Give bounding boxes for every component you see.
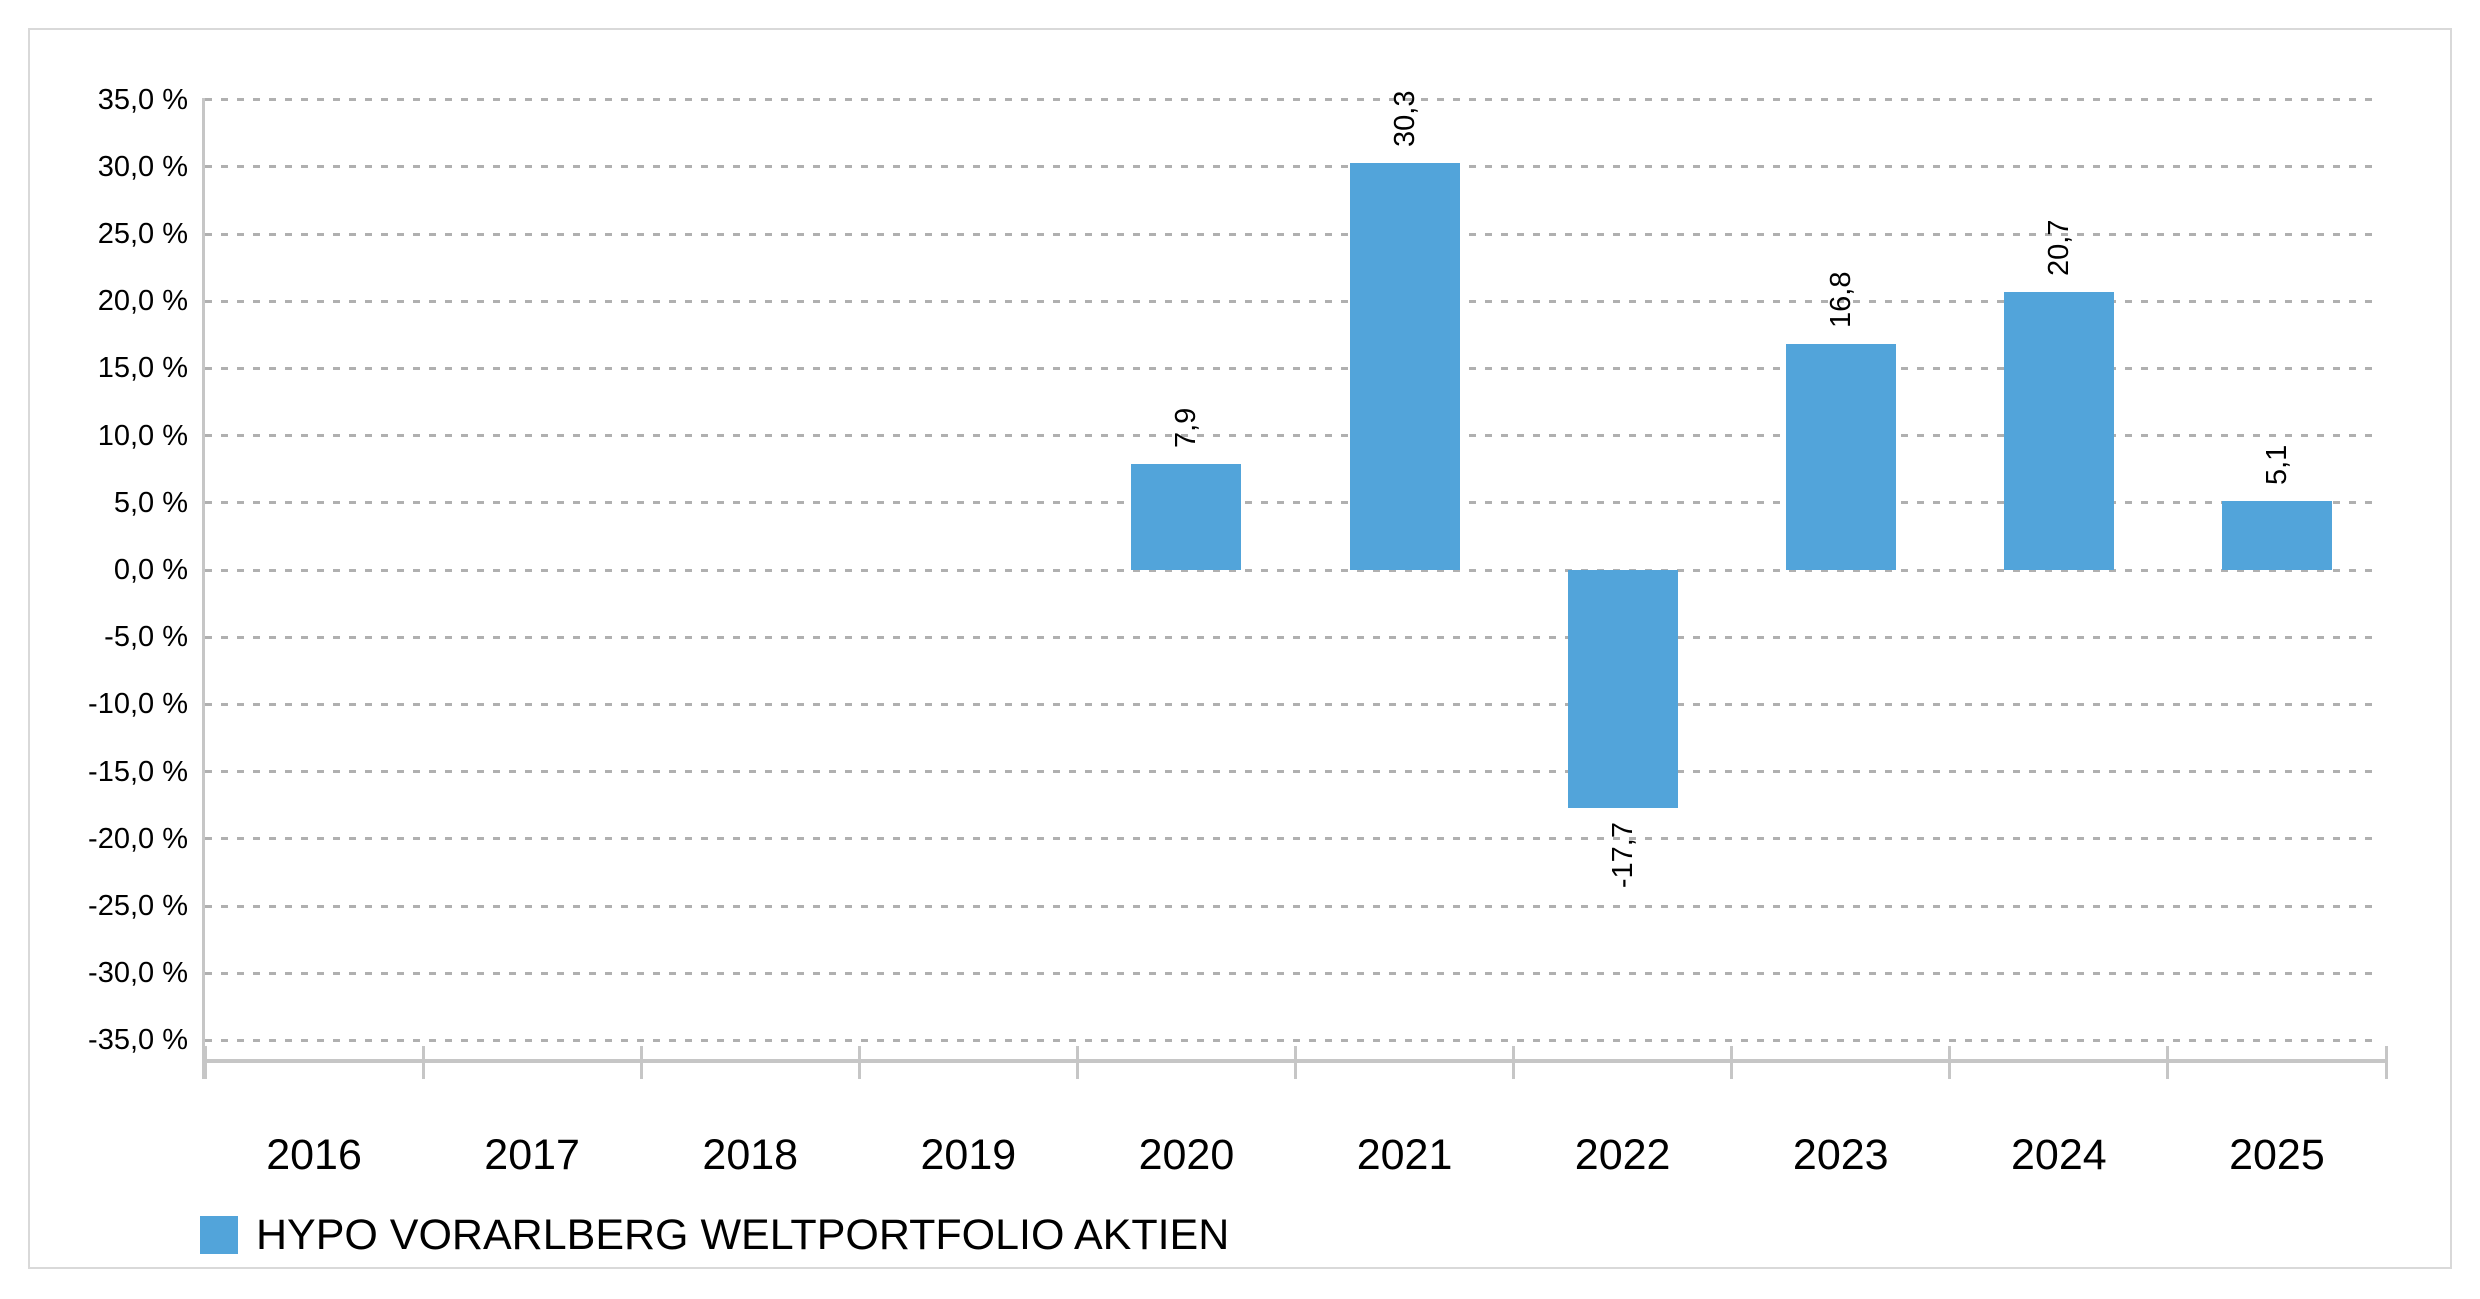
gridline-y-5 <box>205 501 2380 505</box>
x-axis-tick-6 <box>1512 1046 1516 1079</box>
gridline-y--35 <box>205 1038 2380 1042</box>
x-axis-tick-10 <box>2384 1046 2388 1079</box>
gridline-y-0 <box>205 568 2380 572</box>
x-axis-label-2025: 2025 <box>2229 1131 2325 1179</box>
y-axis-tick-label-25: 25,0 % <box>97 218 188 250</box>
y-axis-tick-label--30: -30,0 % <box>88 957 188 990</box>
bar-value-label-2020: 7,9 <box>1170 407 1203 448</box>
gridline-y-10 <box>205 434 2380 438</box>
x-axis-tick-0 <box>203 1046 207 1079</box>
gridline-y-20 <box>205 299 2380 303</box>
bar-value-label-2023: 16,8 <box>1824 271 1857 329</box>
bar-2025 <box>2221 501 2332 570</box>
x-axis-label-2019: 2019 <box>920 1131 1017 1179</box>
x-axis-tick-2 <box>639 1046 643 1079</box>
bar-value-label-2024: 20,7 <box>2042 219 2075 276</box>
x-axis-tick-7 <box>1730 1046 1734 1079</box>
y-axis-tick-label-15: 15,0 % <box>97 352 188 385</box>
gridline-y-30 <box>205 165 2380 169</box>
x-axis-label-2016: 2016 <box>266 1131 362 1179</box>
gridline-y-15 <box>205 366 2380 370</box>
y-axis-tick-label-5: 5,0 % <box>113 486 188 519</box>
gridline-y-25 <box>205 232 2380 236</box>
gridline-y-35 <box>205 98 2380 102</box>
x-axis-label-2021: 2021 <box>1356 1131 1453 1179</box>
y-axis-line <box>202 98 205 1079</box>
legend: HYPO VORARLBERG WELTPORTFOLIO AKTIEN <box>200 1213 1229 1257</box>
y-axis-tick-label-10: 10,0 % <box>97 419 188 452</box>
x-axis-label-2018: 2018 <box>702 1131 799 1179</box>
x-axis-label-2017: 2017 <box>484 1131 580 1179</box>
bar-2023 <box>1785 344 1896 570</box>
x-axis-label-2020: 2020 <box>1138 1131 1235 1179</box>
y-axis-tick-label--35: -35,0 % <box>88 1024 188 1057</box>
bar-value-label-2025: 5,1 <box>2260 445 2293 486</box>
bar-value-label-2022: -17,7 <box>1606 821 1639 888</box>
y-axis-tick-label--15: -15,0 % <box>88 755 188 788</box>
x-axis-label-2022: 2022 <box>1574 1131 1671 1179</box>
bar-2021 <box>1349 162 1460 570</box>
chart-border <box>28 28 2452 1269</box>
y-axis-tick-label-30: 30,0 % <box>97 150 188 183</box>
bar-value-label-2021: 30,3 <box>1388 90 1421 147</box>
legend-label: HYPO VORARLBERG WELTPORTFOLIO AKTIEN <box>256 1211 1230 1259</box>
y-axis-tick-label-20: 20,0 % <box>97 285 188 318</box>
y-axis-tick-label--25: -25,0 % <box>88 890 188 922</box>
gridline-y--20 <box>205 837 2380 841</box>
y-axis-tick-label--10: -10,0 % <box>88 688 188 721</box>
bar-2020 <box>1131 463 1242 570</box>
bar-2024 <box>2003 291 2114 570</box>
bar-2022 <box>1567 570 1678 808</box>
gridline-y--5 <box>205 635 2380 639</box>
x-axis-label-2024: 2024 <box>2011 1131 2107 1179</box>
x-axis-tick-3 <box>857 1046 861 1079</box>
legend-swatch <box>200 1216 238 1254</box>
gridline-y--30 <box>205 971 2380 975</box>
y-axis-tick-label--20: -20,0 % <box>88 822 188 855</box>
x-axis-tick-4 <box>1075 1046 1079 1079</box>
y-axis-tick-label--5: -5,0 % <box>104 621 188 654</box>
gridline-y--10 <box>205 702 2380 706</box>
gridline-y--25 <box>205 904 2380 908</box>
y-axis-tick-label-35: 35,0 % <box>97 83 188 116</box>
x-axis-tick-1 <box>421 1046 425 1079</box>
x-axis-tick-8 <box>1948 1046 1952 1079</box>
x-axis-tick-5 <box>1294 1046 1297 1079</box>
x-axis-label-2023: 2023 <box>1792 1131 1889 1179</box>
x-axis-tick-9 <box>2166 1046 2170 1079</box>
y-axis-tick-label-0: 0,0 % <box>113 554 188 586</box>
gridline-y--15 <box>205 770 2380 774</box>
